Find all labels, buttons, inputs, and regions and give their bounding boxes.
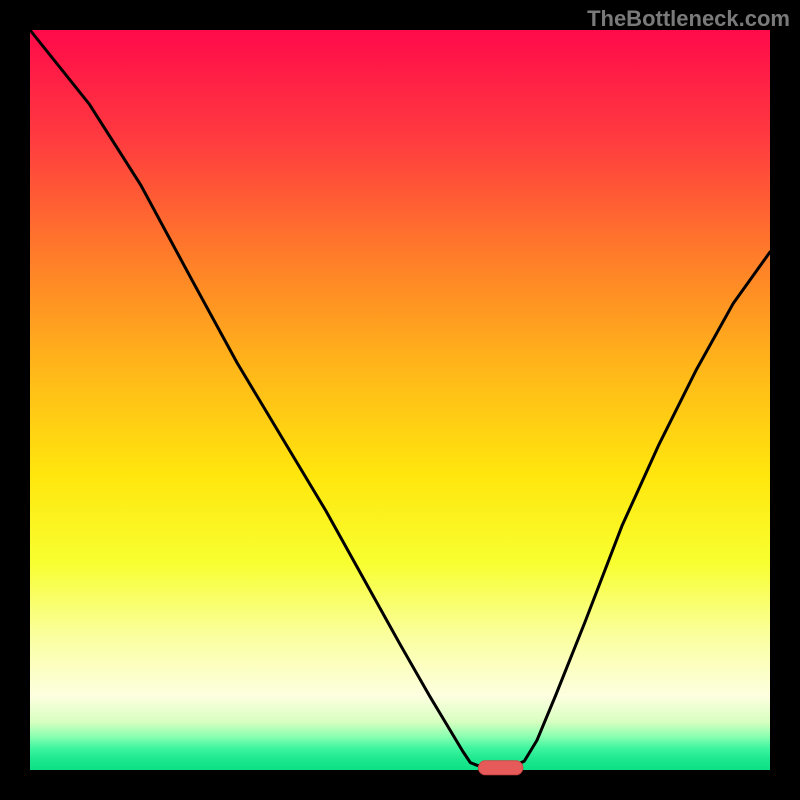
bottleneck-chart: TheBottleneck.com (0, 0, 800, 800)
watermark-text: TheBottleneck.com (587, 6, 790, 32)
optimal-marker (478, 761, 522, 775)
plot-background (30, 30, 770, 770)
chart-svg (0, 0, 800, 800)
